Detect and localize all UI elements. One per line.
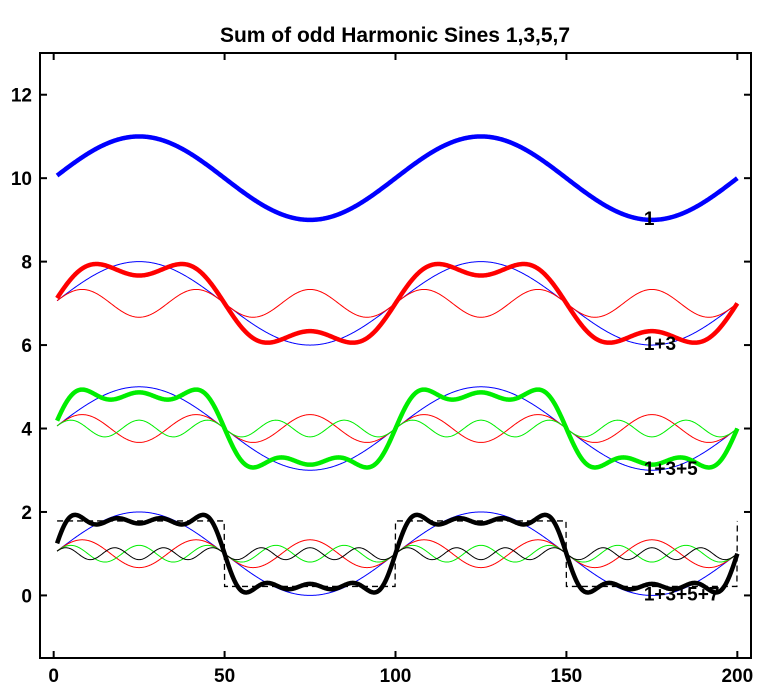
sum-line-group-3 <box>55 387 740 470</box>
x-tick-label: 50 <box>214 666 235 687</box>
annotation-layer: 1 1+3 1+3+5 1+3+5+7 <box>644 209 720 606</box>
sum-line-group-4 <box>54 512 740 595</box>
x-tick-label: 0 <box>48 666 59 687</box>
y-tick-label: 8 <box>21 253 32 274</box>
annotation-group-2: 1+3 <box>644 334 676 355</box>
y-tick-label: 6 <box>21 336 32 357</box>
y-tick-label: 4 <box>21 420 32 441</box>
y-tick-label: 2 <box>21 503 32 524</box>
x-tick-label: 100 <box>380 666 412 687</box>
sum-line-group-2 <box>55 261 740 345</box>
tick-layer: 0 50 100 150 200 0 2 4 6 8 10 12 <box>11 53 753 687</box>
y-tick-label: 0 <box>21 586 32 607</box>
annotation-group-4: 1+3+5+7 <box>644 584 720 605</box>
x-tick-label: 200 <box>721 666 753 687</box>
annotation-group-3: 1+3+5 <box>644 459 698 480</box>
x-tick-label: 150 <box>551 666 583 687</box>
chart-title: Sum of odd Harmonic Sines 1,3,5,7 <box>220 24 570 47</box>
y-tick-label: 10 <box>11 169 32 190</box>
annotation-group-1: 1 <box>644 209 655 230</box>
y-tick-label: 12 <box>11 86 32 107</box>
plot-layer <box>54 134 740 596</box>
sum-line-group-1 <box>55 134 739 223</box>
